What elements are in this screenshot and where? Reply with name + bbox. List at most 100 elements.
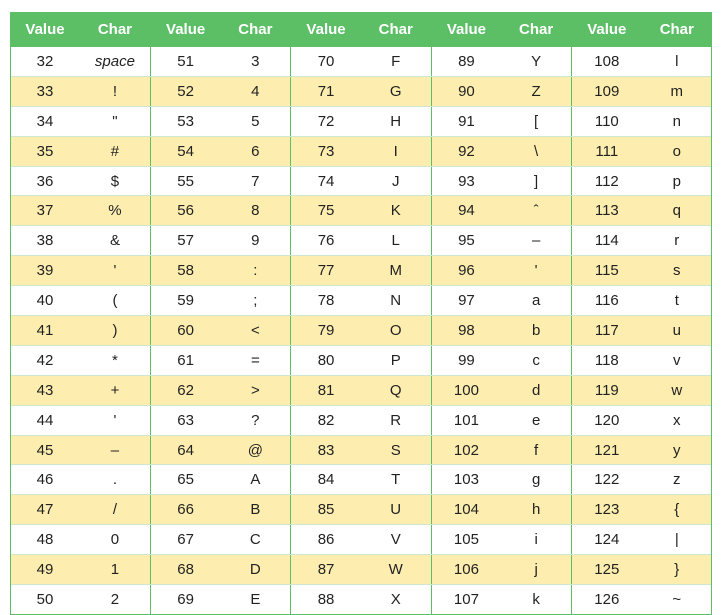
table-row: 32 space 51 3 70 F 89 Y 108 l [10, 47, 712, 77]
cell-value: 93 [431, 166, 502, 197]
cell-value: 118 [571, 345, 642, 376]
cell-char: # [80, 136, 151, 167]
cell-value: 67 [150, 524, 221, 556]
cell-char: " [80, 106, 151, 137]
header-value: Value [290, 12, 361, 47]
cell-value: 104 [431, 494, 502, 526]
cell-char: I [360, 136, 432, 167]
cell-char: 7 [220, 166, 292, 197]
cell-char: E [220, 584, 292, 615]
cell-char: F [360, 47, 432, 77]
cell-value: 92 [431, 136, 502, 167]
cell-value: 126 [571, 584, 642, 615]
header-char: Char [80, 12, 151, 47]
cell-value: 52 [150, 76, 221, 107]
cell-char: 6 [220, 136, 292, 167]
cell-char: H [360, 106, 432, 137]
cell-value: 111 [571, 136, 642, 167]
cell-char: ] [501, 166, 573, 197]
table-header: Value Char Value Char Value Char Value C… [10, 12, 712, 47]
cell-value: 125 [571, 554, 642, 586]
cell-value: 117 [571, 315, 642, 346]
cell-char: N [360, 285, 432, 317]
cell-char: 0 [80, 524, 151, 556]
cell-value: 124 [571, 524, 642, 556]
table-row: 38 & 57 9 76 L 95–114 r [10, 225, 712, 257]
cell-value: 77 [290, 255, 361, 287]
cell-value: 96 [431, 255, 502, 287]
cell-value: 120 [571, 405, 642, 436]
cell-value: 100 [431, 375, 502, 406]
cell-value: 121 [571, 435, 642, 466]
cell-value: 123 [571, 494, 642, 526]
cell-char: } [641, 554, 712, 586]
cell-value: 99 [431, 345, 502, 376]
cell-value: 109 [571, 76, 642, 107]
cell-char: Y [501, 47, 573, 77]
cell-value: 75 [290, 195, 361, 227]
cell-value: 105 [431, 524, 502, 556]
cell-char: ~ [641, 584, 712, 615]
cell-value: 43 [10, 375, 80, 406]
table-row: 50 2 69 E 88 X 107 k 126 ~ [10, 584, 712, 615]
cell-value: 48 [10, 524, 80, 556]
cell-value: 41 [10, 315, 80, 346]
cell-value: 97 [431, 285, 502, 317]
cell-value: 47 [10, 494, 80, 526]
cell-value: 51 [150, 47, 221, 77]
cell-char: G [360, 76, 432, 107]
cell-char: ' [80, 405, 151, 436]
cell-char: a [501, 285, 573, 317]
cell-char: b [501, 315, 573, 346]
cell-value: 110 [571, 106, 642, 137]
cell-char: D [220, 554, 292, 586]
cell-value: 107 [431, 584, 502, 615]
cell-char: o [641, 136, 712, 167]
cell-char: U [360, 494, 432, 526]
cell-char: R [360, 405, 432, 436]
cell-char: O [360, 315, 432, 346]
cell-char: c [501, 345, 573, 376]
cell-char: $ [80, 166, 151, 197]
cell-value: 106 [431, 554, 502, 586]
cell-value: 82 [290, 405, 361, 436]
cell-value: 39 [10, 255, 80, 287]
cell-char: t [641, 285, 712, 317]
cell-char: C [220, 524, 292, 556]
cell-value: 74 [290, 166, 361, 197]
cell-value: 80 [290, 345, 361, 376]
cell-char: u [641, 315, 712, 346]
cell-char: L [360, 225, 432, 257]
table-row: 43 +62 >81 Q 100 d 119 w [10, 375, 712, 406]
cell-value: 66 [150, 494, 221, 526]
cell-value: 37 [10, 195, 80, 227]
ascii-table-container: Value Char Value Char Value Char Value C… [10, 12, 712, 615]
header-value: Value [150, 12, 221, 47]
cell-char: B [220, 494, 292, 526]
cell-char: – [501, 225, 573, 257]
cell-value: 72 [290, 106, 361, 137]
cell-value: 79 [290, 315, 361, 346]
table-row: 44 ' 63? 82 R 101 e 120 x [10, 405, 712, 436]
cell-char: 1 [80, 554, 151, 586]
cell-char: M [360, 255, 432, 287]
cell-char: T [360, 464, 432, 496]
cell-value: 71 [290, 76, 361, 107]
cell-value: 102 [431, 435, 502, 466]
cell-char: ' [501, 255, 573, 287]
cell-value: 81 [290, 375, 361, 406]
cell-value: 76 [290, 225, 361, 257]
cell-char: – [80, 435, 151, 466]
cell-char: > [220, 375, 292, 406]
cell-char: q [641, 195, 712, 227]
cell-char: * [80, 345, 151, 376]
cell-char: 8 [220, 195, 292, 227]
cell-value: 34 [10, 106, 80, 137]
cell-value: 35 [10, 136, 80, 167]
cell-char: . [80, 464, 151, 496]
cell-value: 85 [290, 494, 361, 526]
table-row: 41) 60 <79 O 98 b 117 u [10, 315, 712, 346]
table-row: 45–64 @83 S 102 f 121 y [10, 435, 712, 466]
table-row: 48 0 67 C 86 V 105 i 124 | [10, 524, 712, 556]
cell-char: w [641, 375, 712, 406]
